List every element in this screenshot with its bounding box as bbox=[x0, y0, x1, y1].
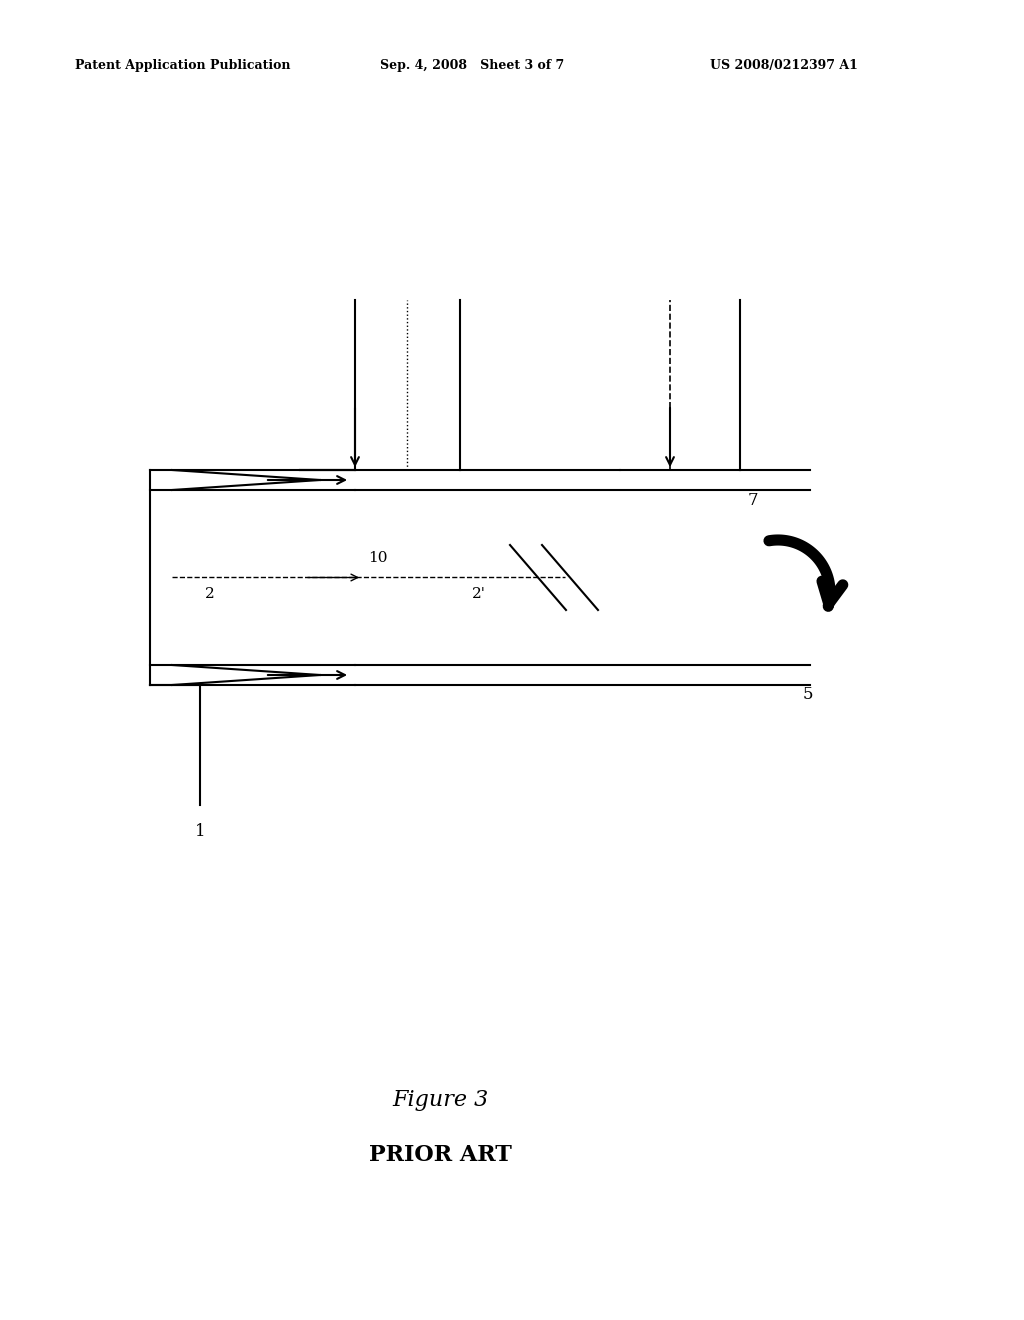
Text: 7: 7 bbox=[748, 492, 759, 510]
Text: 2': 2' bbox=[472, 587, 485, 602]
Text: 10: 10 bbox=[368, 552, 387, 565]
Text: Patent Application Publication: Patent Application Publication bbox=[75, 58, 291, 71]
Text: PRIOR ART: PRIOR ART bbox=[369, 1144, 511, 1166]
Text: 1: 1 bbox=[195, 822, 206, 840]
Text: 2: 2 bbox=[205, 587, 215, 602]
Text: Sep. 4, 2008   Sheet 3 of 7: Sep. 4, 2008 Sheet 3 of 7 bbox=[380, 58, 564, 71]
Text: 5: 5 bbox=[803, 686, 813, 704]
Text: US 2008/0212397 A1: US 2008/0212397 A1 bbox=[710, 58, 858, 71]
Text: Figure 3: Figure 3 bbox=[392, 1089, 488, 1111]
